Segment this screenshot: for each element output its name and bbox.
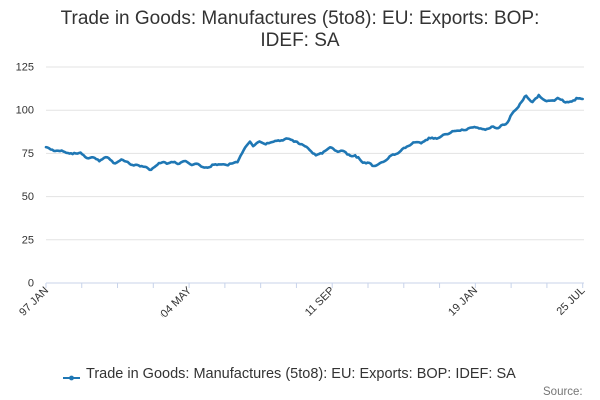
svg-text:50: 50 <box>22 191 34 203</box>
svg-text:1997 JAN: 1997 JAN <box>8 285 51 328</box>
svg-text:25: 25 <box>22 234 34 246</box>
svg-text:2025 JUL: 2025 JUL <box>546 285 588 327</box>
svg-text:100: 100 <box>16 105 34 117</box>
svg-text:125: 125 <box>16 62 34 74</box>
svg-text:2004 MAY: 2004 MAY <box>150 284 195 329</box>
svg-text:2019 JAN: 2019 JAN <box>437 285 480 328</box>
svg-text:75: 75 <box>22 148 34 160</box>
svg-text:2011 SEP: 2011 SEP <box>294 285 337 328</box>
svg-text:0: 0 <box>28 278 34 290</box>
